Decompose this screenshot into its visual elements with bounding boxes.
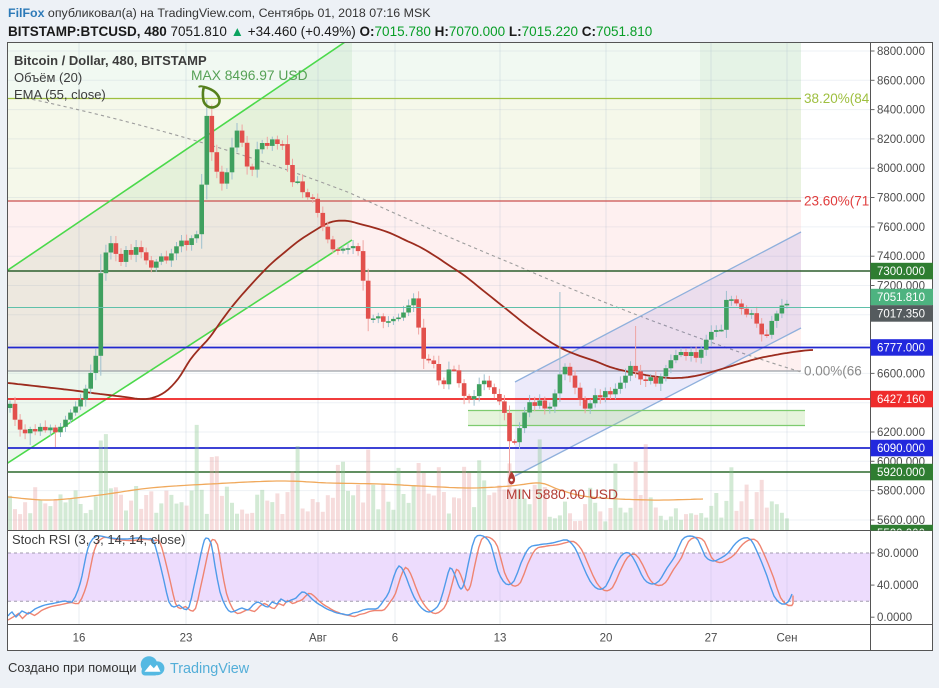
svg-text:8200.000: 8200.000: [877, 134, 925, 146]
svg-text:8800.000: 8800.000: [877, 46, 925, 58]
svg-text:80.0000: 80.0000: [877, 548, 919, 560]
svg-text:Авг: Авг: [309, 633, 327, 645]
svg-text:Stoch RSI (3, 3, 14, 14, close: Stoch RSI (3, 3, 14, 14, close): [12, 532, 185, 547]
svg-text:8600.000: 8600.000: [877, 75, 925, 87]
svg-text:5600.000: 5600.000: [877, 515, 925, 527]
svg-text:EMA (55, close): EMA (55, close): [14, 87, 106, 102]
svg-text:6090.000: 6090.000: [877, 443, 925, 455]
svg-text:6600.000: 6600.000: [877, 368, 925, 380]
svg-text:23.60%(71: 23.60%(71: [804, 194, 869, 209]
svg-text:8000.000: 8000.000: [877, 163, 925, 175]
svg-text:13: 13: [494, 633, 507, 645]
svg-text:FilFox опубликовал(а) на Tradi: FilFox опубликовал(а) на TradingView.com…: [8, 6, 431, 20]
svg-text:Bitcoin / Dollar, 480, BITSTAM: Bitcoin / Dollar, 480, BITSTAMP: [14, 53, 207, 68]
svg-text:7051.810: 7051.810: [877, 292, 925, 304]
svg-text:5920.000: 5920.000: [877, 467, 925, 479]
svg-text:5520.000: 5520.000: [877, 528, 925, 540]
svg-text:23: 23: [180, 633, 193, 645]
svg-text:5800.000: 5800.000: [877, 486, 925, 498]
svg-text:7017.350: 7017.350: [877, 309, 925, 321]
svg-text:BITSTAMP:BTCUSD, 480 7051.810: BITSTAMP:BTCUSD, 480 7051.810 ▲ +34.460 …: [8, 24, 652, 39]
svg-text:38.20%(84: 38.20%(84: [804, 91, 870, 106]
svg-text:7300.000: 7300.000: [877, 266, 925, 278]
svg-text:8400.000: 8400.000: [877, 105, 925, 117]
svg-text:6777.000: 6777.000: [877, 343, 925, 355]
svg-text:Сен: Сен: [776, 633, 797, 645]
svg-text:16: 16: [73, 633, 86, 645]
svg-text:Объём (20): Объём (20): [14, 70, 82, 85]
svg-text:6200.000: 6200.000: [877, 427, 925, 439]
svg-text:6427.160: 6427.160: [877, 394, 925, 406]
svg-text:TradingView: TradingView: [170, 661, 250, 677]
svg-text:Создано при помощи: Создано при помощи: [8, 660, 137, 675]
svg-text:40.0000: 40.0000: [877, 580, 919, 592]
svg-text:7400.000: 7400.000: [877, 251, 925, 263]
svg-text:27: 27: [705, 633, 718, 645]
svg-text:0.0000: 0.0000: [877, 612, 912, 624]
svg-text:7600.000: 7600.000: [877, 222, 925, 234]
svg-text:7800.000: 7800.000: [877, 193, 925, 205]
svg-text:0.00%(66: 0.00%(66: [804, 364, 862, 379]
svg-text:6: 6: [392, 633, 398, 645]
svg-text:20: 20: [600, 633, 613, 645]
svg-text:MIN 5880.00 USD: MIN 5880.00 USD: [506, 487, 618, 502]
svg-text:MAX 8496.97 USD: MAX 8496.97 USD: [191, 68, 308, 83]
